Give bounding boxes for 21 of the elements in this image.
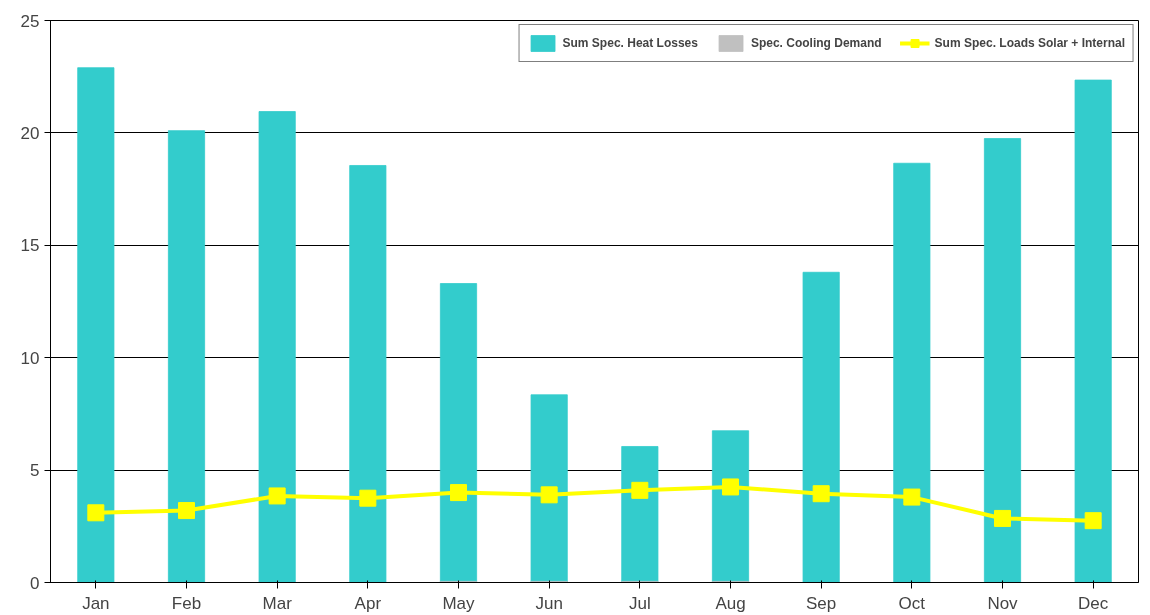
- x-tick-label: Mar: [262, 593, 293, 613]
- x-tick-label: Aug: [715, 593, 746, 613]
- y-tick-label: 5: [30, 461, 40, 481]
- y-tick-label: 25: [20, 11, 40, 31]
- x-tick-label: Feb: [171, 593, 202, 613]
- x-tick-label: Jan: [82, 593, 110, 613]
- y-tick-label: 10: [20, 348, 40, 368]
- legend-label: Sum Spec. Heat Losses: [562, 36, 698, 50]
- legend-label: Spec. Cooling Demand: [750, 36, 882, 50]
- y-tick-label: 15: [20, 236, 40, 256]
- x-tick-label: May: [442, 593, 476, 613]
- x-tick-label: Dec: [1078, 593, 1109, 613]
- x-tick-label: Sep: [806, 593, 837, 613]
- x-tick-label: Apr: [354, 593, 382, 613]
- x-tick-label: Nov: [987, 593, 1019, 613]
- y-tick-label: 0: [30, 573, 40, 593]
- x-tick-label: Jun: [535, 593, 563, 613]
- legend-label: Sum Spec. Loads Solar + Internal: [934, 36, 1125, 50]
- x-tick-label: Jul: [628, 593, 651, 613]
- x-tick-label: Oct: [898, 593, 926, 613]
- y-tick-label: 20: [20, 123, 40, 143]
